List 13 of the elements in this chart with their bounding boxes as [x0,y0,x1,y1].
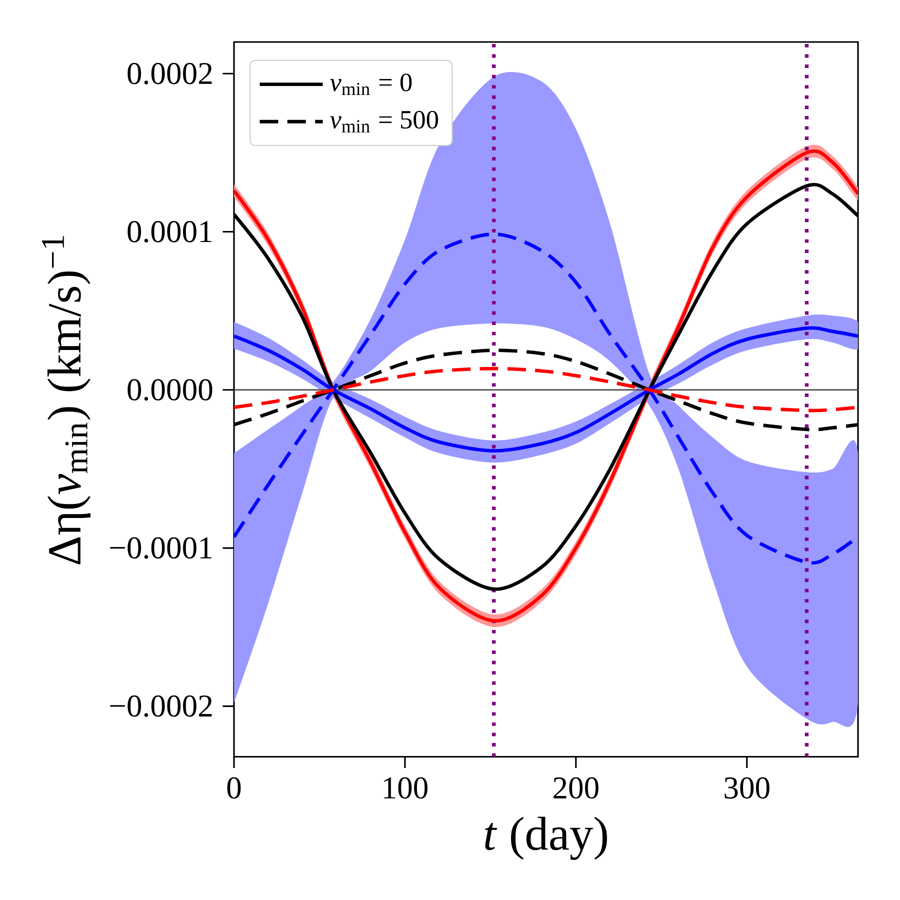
y-axis-title: Δη(v$_{min}$) (km/s)$^{−1}$ [42,236,90,564]
y-tick-label: 0.0001 [128,221,212,243]
x-tick-label: 200 [554,777,598,799]
y-tick-label: −0.0001 [110,537,212,559]
y-tick-label: 0.0000 [128,379,212,401]
x-tick-label: 300 [724,777,770,799]
x-tick-label: 0 [227,777,241,799]
legend-label: v$_{min}$ = 500 [330,110,438,132]
x-axis-title: t (day) [485,816,607,860]
y-tick-label: 0.0002 [128,62,212,84]
x-tick-label: 100 [384,777,428,799]
legend-label: v$_{min}$ = 0 [330,74,412,96]
y-tick-label: −0.0002 [110,695,212,717]
